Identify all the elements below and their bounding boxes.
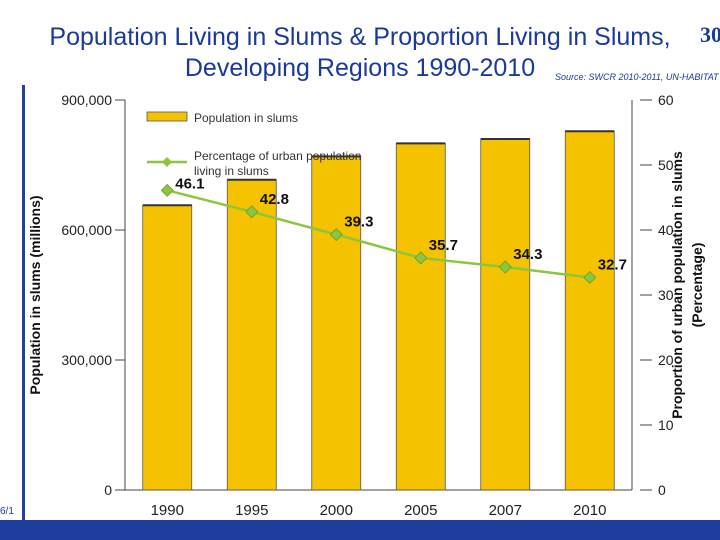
x-tick-label: 2005 — [404, 502, 437, 519]
bar-2005 — [395, 142, 446, 491]
percentage-point-2010 — [583, 270, 597, 285]
y-axis-title: Population in slums (millions) — [27, 195, 43, 394]
y-tick-label: 600,000 — [61, 222, 112, 238]
legend-line-marker — [162, 157, 172, 167]
y2-tick-label: 60 — [658, 92, 674, 108]
x-tick-label: 1990 — [151, 502, 184, 519]
title-line-1: Population Living in Slums & Proportion … — [49, 23, 671, 51]
percentage-point-1995 — [245, 205, 259, 219]
y2-tick-label: 0 — [658, 482, 666, 498]
y2-axis-title-2: (Percentage) — [689, 243, 705, 328]
y-tick-label: 900,000 — [61, 92, 112, 108]
y2-tick-label: 10 — [658, 417, 674, 433]
percentage-data-label: 46.1 — [175, 175, 204, 192]
percentage-data-label: 42.8 — [260, 191, 289, 208]
x-tick-label: 2007 — [489, 502, 522, 519]
bar-2000 — [311, 155, 362, 491]
x-tick-label: 1995 — [235, 502, 268, 519]
y-tick-label: 300,000 — [61, 352, 112, 368]
left-accent-strip — [0, 85, 25, 520]
source-note: Source: SWCR 2010-2011, UN-HABITAT — [555, 72, 719, 82]
percentage-data-label: 35.7 — [429, 237, 458, 254]
y2-axis-title-1: Proportion of urban population in slums — [669, 151, 685, 419]
percentage-line — [166, 189, 590, 279]
title-line-2: Developing Regions 1990-2010 — [184, 54, 536, 82]
chart-svg: 0 300,000 600,000 900,000 0 10 20 30 40 50 60 1990 1… — [27, 92, 705, 519]
legend-bar-label: Population in slums — [194, 111, 298, 125]
percentage-data-label: 32.7 — [598, 256, 627, 273]
y2-tick-label: 20 — [658, 352, 674, 368]
bar-2007 — [480, 138, 531, 491]
x-tick-label: 2000 — [320, 502, 353, 519]
percentage-point-2000 — [329, 227, 343, 242]
x-tick-label: 2010 — [573, 502, 606, 519]
bar-1990 — [142, 204, 193, 491]
bottom-accent-bar — [0, 520, 720, 540]
percentage-point-1990 — [160, 183, 174, 197]
slide-number: 30 — [700, 22, 720, 47]
y2-tick-label: 50 — [658, 157, 674, 173]
y2-tick-label: 40 — [658, 222, 674, 238]
bar-1995 — [226, 179, 277, 491]
date-stub: 6/1 — [0, 506, 14, 517]
legend-bar-swatch — [146, 111, 188, 122]
legend-line-label-2: living in slums — [194, 164, 269, 178]
percentage-data-label: 34.3 — [513, 246, 542, 263]
percentage-point-2007 — [498, 260, 512, 274]
chart-frame: 0 300,000 600,000 900,000 0 10 20 30 40 50 60 1990 1… — [22, 85, 720, 520]
slide-title: Population Living in Slums & Proportion … — [0, 22, 720, 84]
percentage-data-label: 39.3 — [344, 214, 373, 231]
y-tick-label: 0 — [104, 482, 112, 498]
percentage-point-2005 — [414, 251, 428, 265]
legend-line-label-1: Percentage of urban population — [194, 149, 361, 163]
bar-2010 — [564, 130, 615, 491]
y2-tick-label: 30 — [658, 287, 674, 303]
